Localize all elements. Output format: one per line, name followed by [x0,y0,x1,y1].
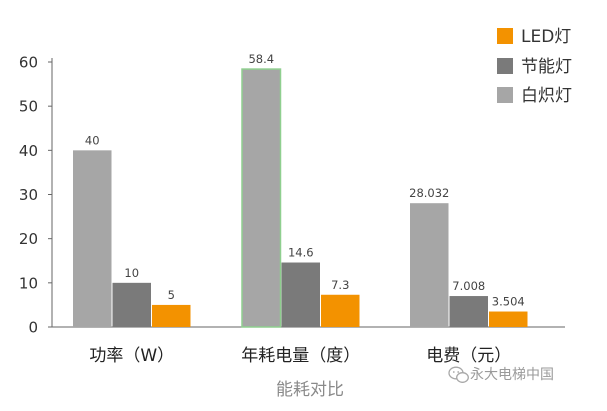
x-axis-title: 能耗对比 [276,380,344,400]
category-label: 功率（W） [89,346,174,366]
data-label: 40 [85,133,100,147]
y-tick-label: 40 [19,142,38,160]
legend-label: LED灯 [521,27,571,47]
bar [112,282,151,327]
legend-swatch [497,58,513,74]
legend-label: 白炽灯 [521,86,572,106]
data-label: 7.008 [452,279,485,293]
watermark: 永大电梯中国 [448,366,554,383]
category-label: 电费（元） [426,346,511,366]
watermark-text: 永大电梯中国 [470,367,554,383]
y-tick-label: 20 [19,230,38,248]
bar [489,311,528,327]
bar [410,203,449,327]
legend-swatch [497,28,513,44]
category-labels: 功率（W） 年耗电量（度） 电费（元） [89,346,511,366]
bar [321,294,360,327]
bar [73,150,112,327]
y-tick-label: 60 [19,54,38,72]
data-label: 58.4 [248,52,274,66]
legend-swatch [497,87,513,103]
bar [152,304,191,327]
legend-label: 节能灯 [521,57,572,77]
category-label: 年耗电量（度） [241,346,360,366]
data-label: 3.504 [492,295,525,309]
data-label: 10 [124,266,139,280]
y-tick-label: 50 [19,98,38,116]
y-tick-label: 30 [19,186,38,204]
data-label: 7.3 [331,278,349,292]
data-label: 28.032 [409,186,449,200]
bar [281,262,320,327]
y-tick-label: 10 [19,274,38,292]
data-label: 5 [168,288,175,302]
bars: 40 10 5 58.4 14.6 7.3 28.032 7.008 3.504 [73,52,528,328]
y-tick-label: 0 [28,319,38,337]
wechat-icon [448,366,469,383]
data-label: 14.6 [288,246,314,260]
bar [449,296,488,327]
y-axis: 0 10 20 30 40 50 60 [19,54,565,337]
bar [241,68,282,328]
